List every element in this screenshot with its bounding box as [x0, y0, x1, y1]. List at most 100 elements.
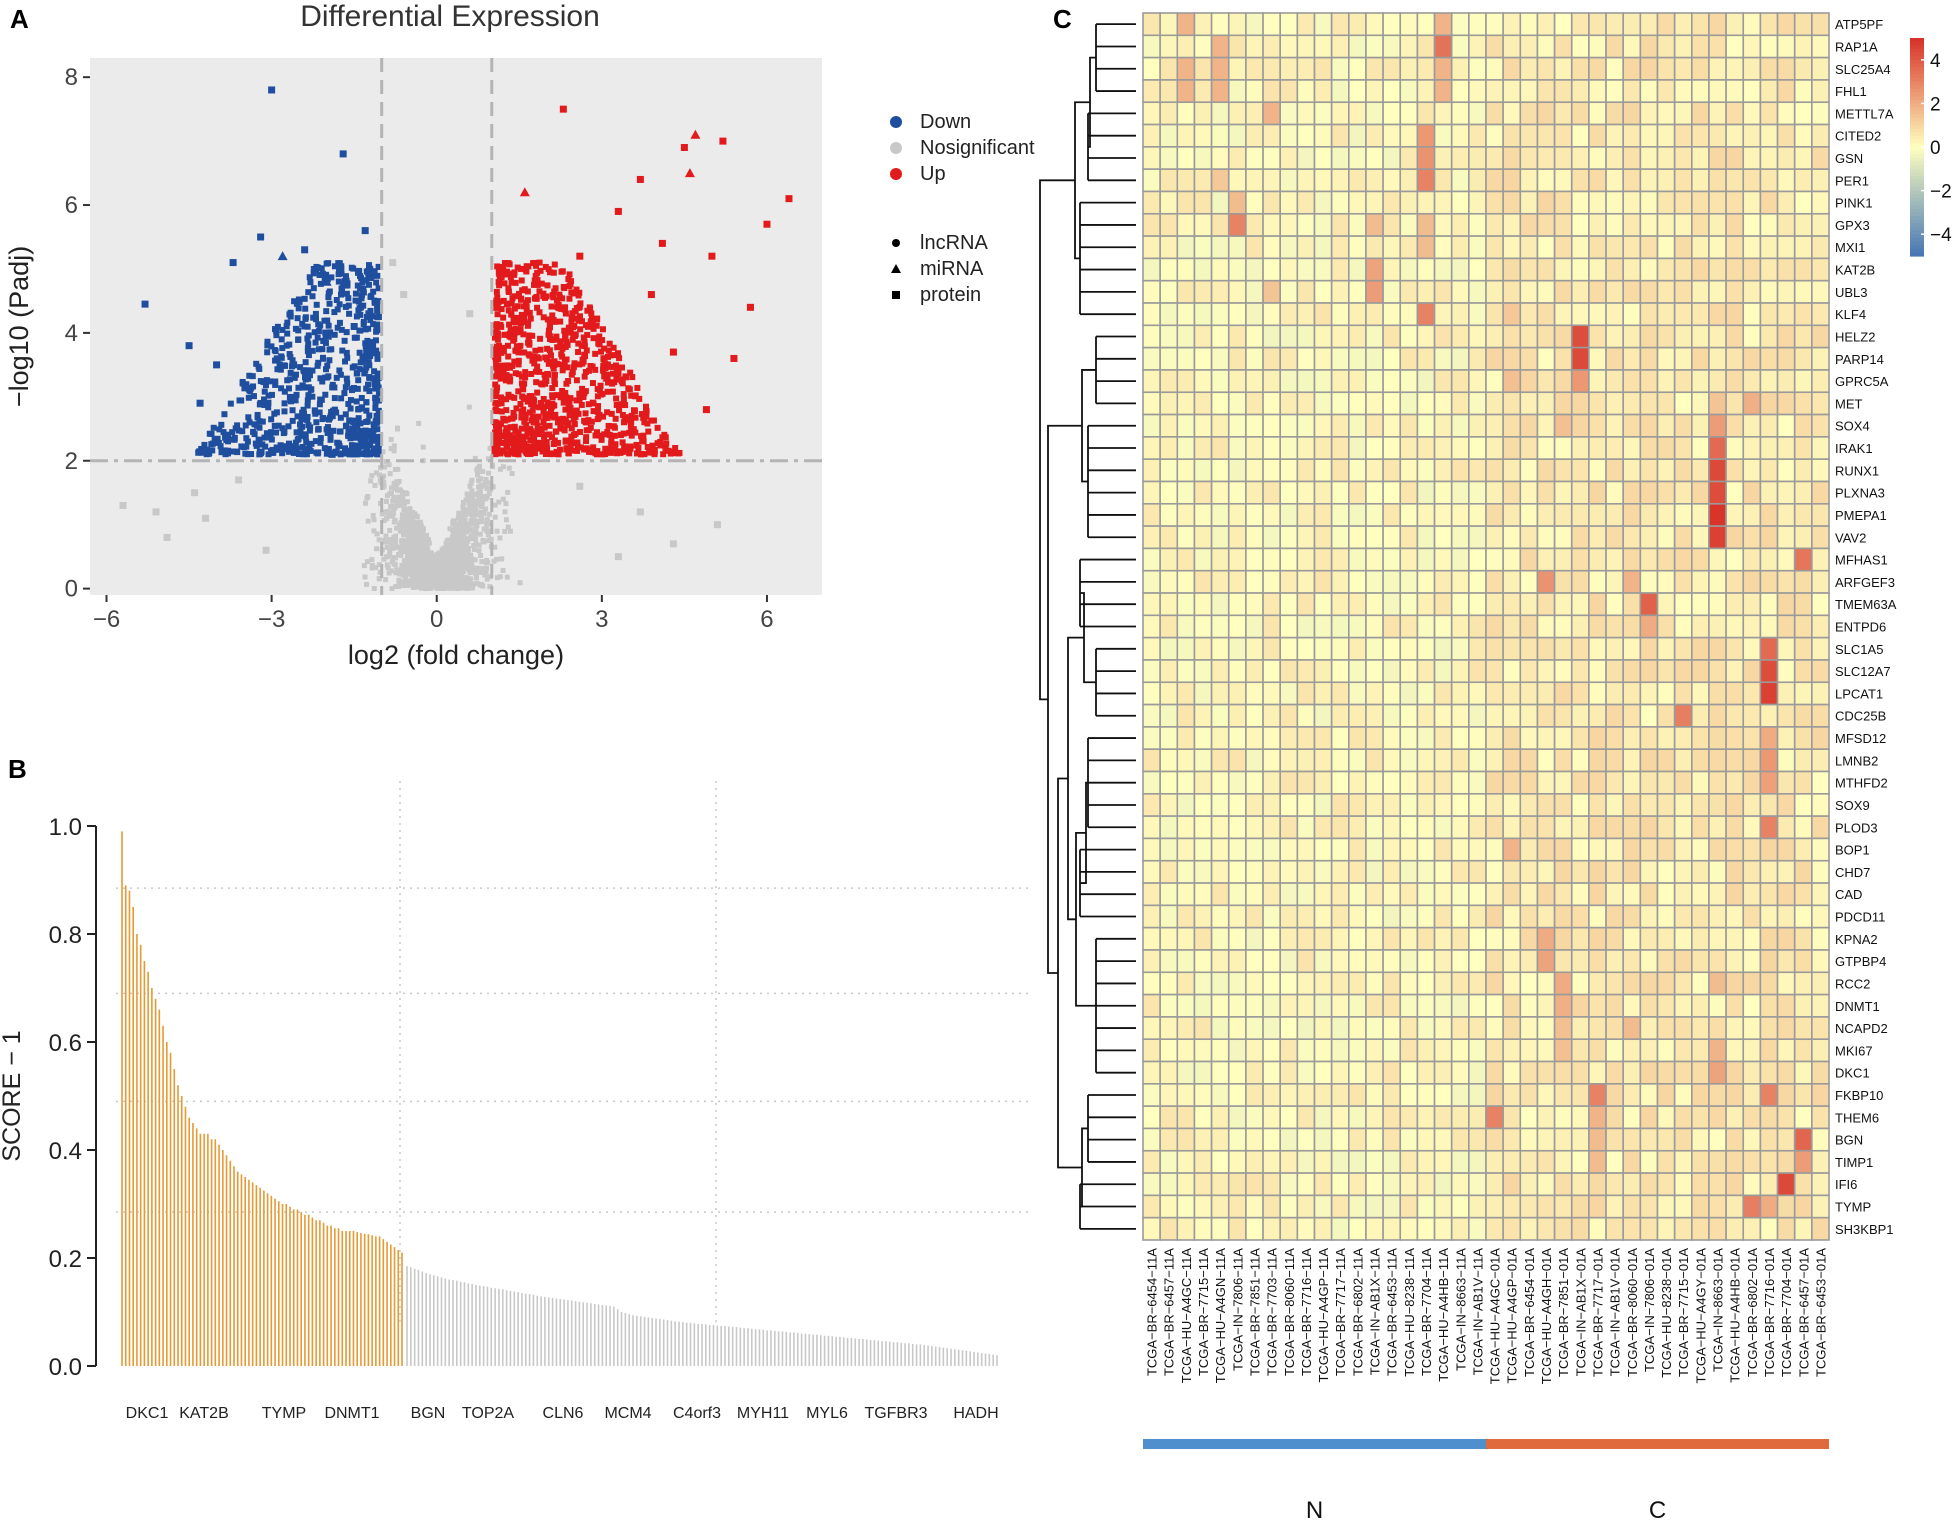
heatmap-cell	[1536, 837, 1556, 862]
heatmap-cell	[1296, 279, 1316, 304]
up-point	[629, 374, 636, 381]
legend-shape-square	[892, 291, 900, 299]
down-point	[353, 334, 360, 341]
nosignificant-point	[399, 489, 405, 495]
heatmap-cell	[1279, 324, 1299, 349]
bar-gene-label: BGN	[411, 1405, 446, 1422]
heatmap-cell	[1605, 502, 1625, 527]
nosignificant-point	[374, 546, 380, 552]
nosignificant-point	[478, 569, 484, 575]
heatmap-cell	[1673, 748, 1693, 773]
heatmap-cell	[1227, 346, 1247, 371]
up-point	[491, 300, 498, 307]
nosignificant-point	[392, 505, 398, 511]
heatmap-cell	[1382, 659, 1402, 684]
heatmap-cell	[1725, 480, 1745, 505]
up-point	[576, 361, 583, 368]
heatmap-cell	[1588, 770, 1607, 795]
heatmap-cell	[1296, 413, 1316, 438]
down-point	[322, 333, 329, 340]
heatmap-cell	[1742, 123, 1762, 148]
nosignificant-point	[459, 515, 465, 521]
heatmap-cell	[1296, 190, 1316, 215]
heatmap-cell	[1296, 592, 1316, 617]
heatmap-cell	[1691, 146, 1710, 170]
heatmap-cell	[1433, 279, 1453, 304]
nosignificant-square-point	[191, 489, 199, 497]
down-point	[250, 428, 257, 435]
heatmap-cell	[1365, 324, 1384, 349]
heatmap-cell	[1142, 302, 1161, 327]
nosignificant-point	[421, 580, 427, 586]
heatmap-cell	[1142, 212, 1161, 237]
heatmap-cell	[1553, 12, 1573, 37]
down-point	[353, 398, 360, 405]
heatmap-cell	[1313, 480, 1333, 505]
nosignificant-point	[467, 576, 473, 582]
up-point	[543, 447, 550, 454]
heatmap-cell	[1210, 257, 1230, 282]
nosignificant-point	[454, 567, 460, 573]
heatmap-cell	[1588, 659, 1607, 684]
down-point	[362, 435, 369, 442]
down-point	[323, 271, 330, 278]
heatmap-cell	[1416, 235, 1436, 260]
heatmap-cell	[1450, 413, 1470, 438]
heatmap-cell	[1639, 279, 1659, 304]
heatmap-cell	[1399, 592, 1419, 617]
heatmap-cell	[1793, 123, 1813, 148]
heatmap-cell	[1227, 123, 1247, 148]
heatmap-cell	[1433, 659, 1453, 684]
up-point	[612, 362, 619, 369]
up-point	[551, 437, 558, 444]
heatmap-cell	[1553, 101, 1573, 126]
panel-letter-b: B	[8, 754, 27, 784]
nosignificant-point	[404, 564, 410, 570]
nosignificant-point	[505, 524, 511, 530]
heatmap-cell	[1588, 369, 1607, 394]
heatmap-cell	[1553, 123, 1573, 148]
heatmap-cell	[1485, 346, 1504, 371]
down-point	[337, 291, 344, 298]
heatmap-cell	[1793, 413, 1813, 438]
heatmap-cell	[1691, 235, 1710, 260]
up-square-point	[647, 291, 655, 299]
heatmap-cell	[1193, 413, 1213, 438]
nosignificant-point	[434, 569, 440, 575]
nosignificant-point	[390, 513, 396, 519]
heatmap-cell	[1348, 502, 1367, 527]
heatmap-cell	[1279, 726, 1299, 751]
heatmap-cell	[1193, 859, 1213, 884]
up-point	[508, 300, 515, 307]
heatmap-cell	[1348, 369, 1367, 394]
heatmap-cell	[1519, 614, 1539, 639]
up-point	[532, 272, 539, 279]
heatmap-cell	[1176, 659, 1196, 684]
nosignificant-square-point	[713, 521, 721, 529]
heatmap-cell	[1210, 302, 1230, 327]
heatmap-cell	[1639, 302, 1659, 327]
heatmap-cell	[1588, 681, 1607, 706]
heatmap-cell	[1605, 190, 1625, 215]
up-point	[632, 414, 639, 421]
nosignificant-point	[387, 551, 393, 557]
down-point	[303, 451, 310, 458]
heatmap-cell	[1605, 436, 1625, 460]
nosignificant-point	[413, 541, 419, 547]
heatmap-cell	[1502, 681, 1522, 706]
heatmap-cell	[1193, 770, 1213, 795]
down-point	[314, 362, 321, 369]
heatmap-cell	[1519, 279, 1539, 304]
heatmap-cell	[1673, 502, 1693, 527]
heatmap-cell	[1502, 369, 1522, 394]
heatmap-cell	[1656, 614, 1676, 639]
heatmap-cell	[1468, 592, 1487, 617]
heatmap-cell	[1313, 659, 1333, 684]
nosignificant-point	[442, 578, 448, 584]
heatmap-cell	[1330, 480, 1350, 505]
heatmap-cell	[1570, 235, 1590, 260]
heatmap-cell	[1262, 413, 1282, 438]
down-point	[206, 430, 213, 437]
heatmap-cell	[1519, 636, 1539, 661]
down-point	[352, 297, 359, 304]
